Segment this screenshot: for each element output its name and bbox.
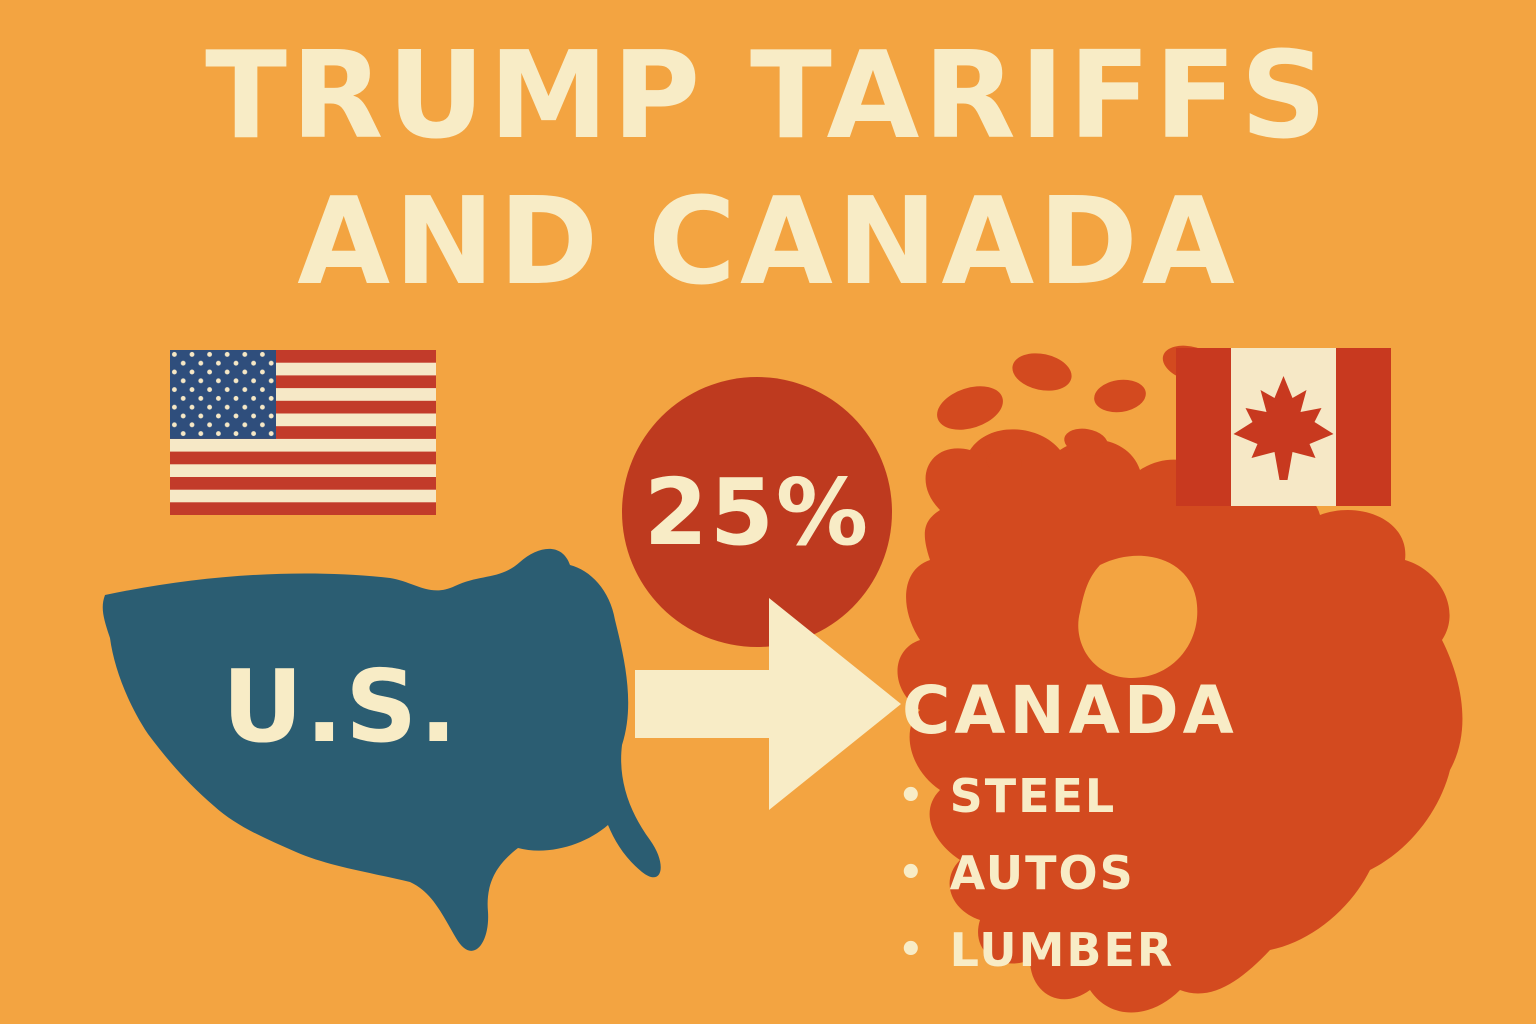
poster-title: TRUMP TARIFFS AND CANADA [0, 24, 1536, 317]
title-line-1: TRUMP TARIFFS [205, 27, 1331, 166]
bullet-icon: • [898, 850, 926, 896]
list-item: • LUMBER [898, 923, 1175, 977]
us-mainland [102, 548, 661, 951]
list-item: • AUTOS [898, 846, 1174, 900]
us-flag-icon [170, 350, 436, 515]
tariff-rate-text: 25% [643, 458, 871, 566]
right-arrow-icon [635, 598, 901, 810]
title-line-2: AND CANADA [297, 173, 1239, 313]
goods-item-steel: STEEL [949, 769, 1117, 823]
tariffed-goods-list: • STEEL • AUTOS • LUMBER [898, 769, 1175, 1001]
goods-item-autos: AUTOS [949, 846, 1135, 900]
us-flag-stars [170, 350, 276, 439]
list-item: • STEEL [898, 769, 1174, 823]
us-label: U.S. [222, 648, 460, 765]
canada-label: CANADA [902, 672, 1238, 749]
canada-flag-right-bar [1336, 348, 1391, 506]
bullet-icon: • [898, 773, 926, 819]
canada-mainland [897, 429, 1463, 1013]
maple-leaf-icon [1233, 376, 1334, 480]
bullet-icon: • [898, 927, 926, 973]
goods-item-lumber: LUMBER [949, 923, 1175, 977]
canada-flag-left-bar [1176, 348, 1231, 506]
tariff-rate-badge: 25% [622, 377, 892, 647]
us-map-shape [102, 548, 661, 951]
canada-flag-icon [1176, 348, 1391, 506]
